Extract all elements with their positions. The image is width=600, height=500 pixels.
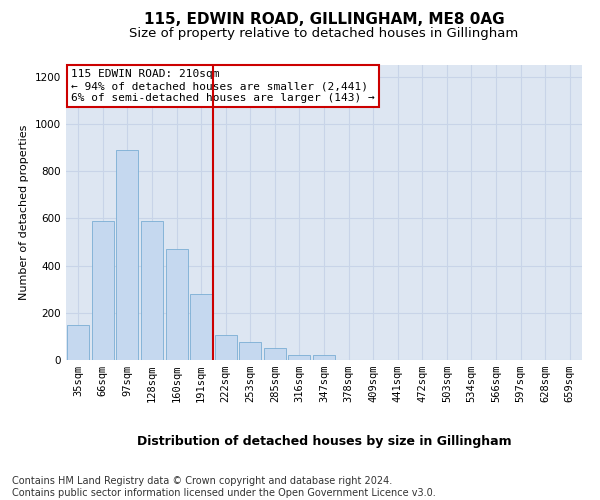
Bar bbox=[215, 335, 237, 360]
Bar bbox=[92, 221, 114, 360]
Bar bbox=[264, 348, 286, 360]
Text: Size of property relative to detached houses in Gillingham: Size of property relative to detached ho… bbox=[130, 28, 518, 40]
Y-axis label: Number of detached properties: Number of detached properties bbox=[19, 125, 29, 300]
Bar bbox=[116, 150, 139, 360]
Bar bbox=[313, 356, 335, 360]
Text: Contains HM Land Registry data © Crown copyright and database right 2024.
Contai: Contains HM Land Registry data © Crown c… bbox=[12, 476, 436, 498]
Text: Distribution of detached houses by size in Gillingham: Distribution of detached houses by size … bbox=[137, 435, 511, 448]
Text: 115 EDWIN ROAD: 210sqm
← 94% of detached houses are smaller (2,441)
6% of semi-d: 115 EDWIN ROAD: 210sqm ← 94% of detached… bbox=[71, 70, 375, 102]
Bar bbox=[190, 294, 212, 360]
Bar bbox=[141, 221, 163, 360]
Bar bbox=[239, 342, 262, 360]
Bar bbox=[289, 356, 310, 360]
Bar bbox=[67, 324, 89, 360]
Bar bbox=[166, 249, 188, 360]
Text: 115, EDWIN ROAD, GILLINGHAM, ME8 0AG: 115, EDWIN ROAD, GILLINGHAM, ME8 0AG bbox=[143, 12, 505, 28]
